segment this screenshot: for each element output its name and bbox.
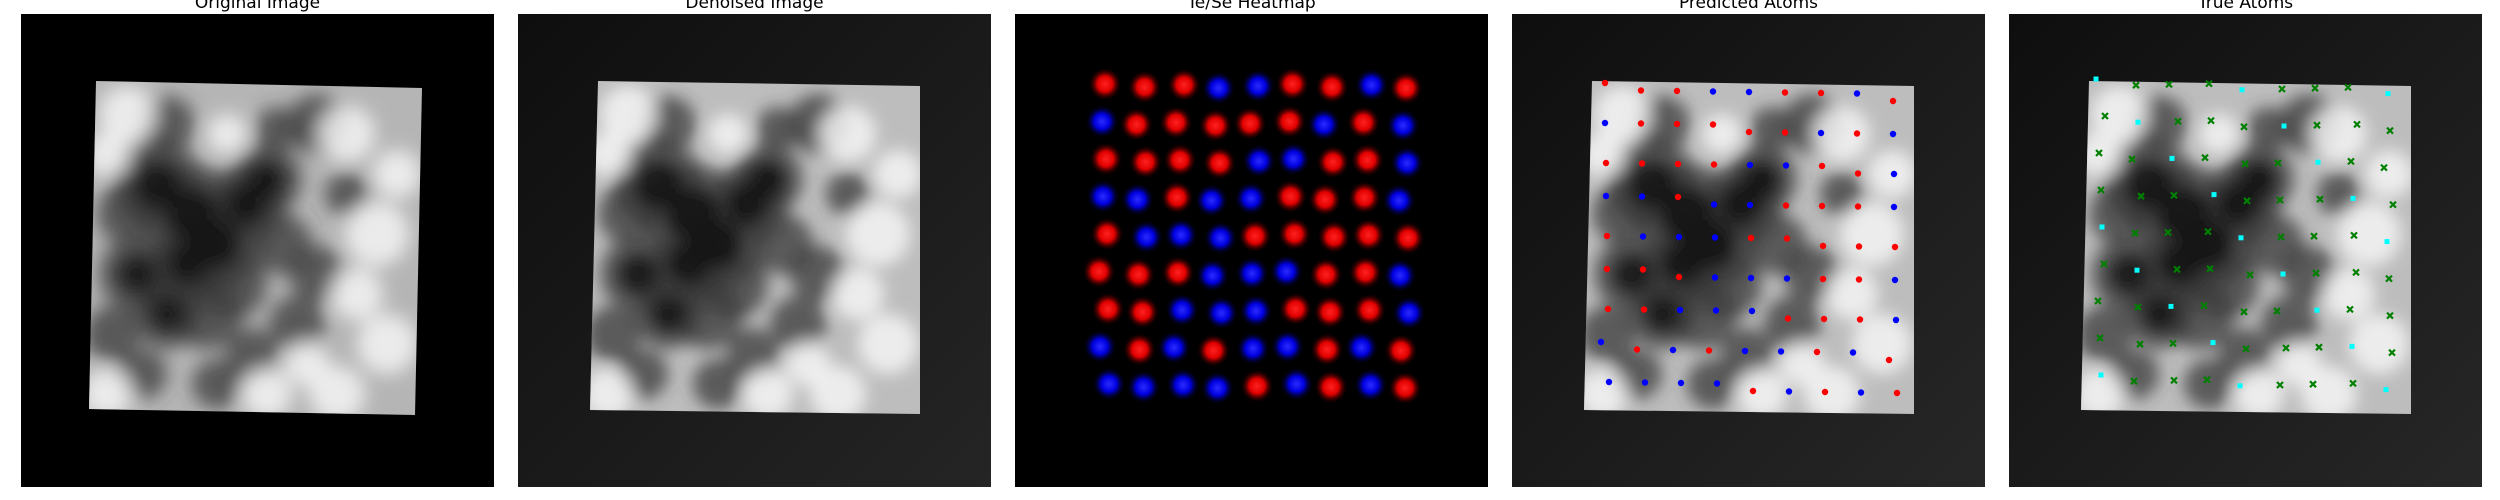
panel-title-heatmap: Te/Se Heatmap <box>1187 0 1316 13</box>
true-atom-markers <box>2093 76 2397 393</box>
te-se-heatmap <box>1015 14 1488 487</box>
panel-true: True Atoms <box>2009 0 2482 500</box>
panel-title-true: True Atoms <box>2197 0 2294 13</box>
panel-denoised: Denoised Image <box>518 0 991 500</box>
panel-predicted: Predicted Atoms <box>1512 0 1985 500</box>
predicted-atom-markers <box>1597 79 1901 397</box>
original-image <box>21 14 494 487</box>
panel-title-denoised: Denoised Image <box>685 0 824 13</box>
denoised-image <box>518 14 991 487</box>
panel-original: Original Image <box>21 0 494 500</box>
panel-heatmap: Te/Se Heatmap <box>1015 0 1488 500</box>
panel-title-predicted: Predicted Atoms <box>1678 0 1819 13</box>
predicted-atoms-image <box>1512 14 1985 487</box>
panel-title-original: Original Image <box>194 0 321 13</box>
true-atoms-image <box>2009 14 2482 487</box>
heatmap-blobs <box>1082 67 1426 405</box>
